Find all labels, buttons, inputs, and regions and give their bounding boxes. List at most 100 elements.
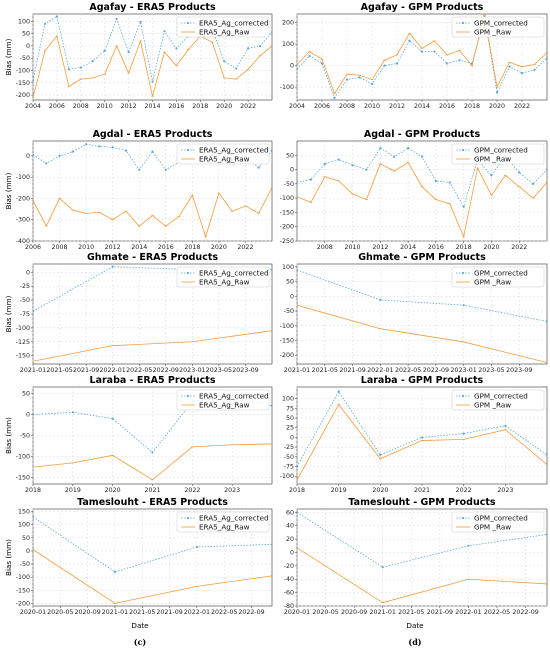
- data-point: [297, 511, 299, 514]
- x-tick-label: 2021-01: [370, 609, 396, 616]
- chart-title: Laraba - GPM Products: [361, 375, 484, 386]
- x-tick-label: 2023-05: [478, 367, 504, 374]
- x-tick-label: 2022-01: [455, 609, 481, 616]
- data-point: [379, 147, 382, 150]
- data-point: [545, 453, 547, 456]
- caption-right: (d): [408, 637, 421, 647]
- data-point: [297, 465, 299, 468]
- data-point: [407, 147, 410, 150]
- data-point: [111, 146, 114, 149]
- y-tick-label: -50: [20, 433, 30, 440]
- x-tick-label: 2021-05: [312, 367, 338, 374]
- x-tick-label: 2008: [339, 103, 355, 110]
- data-point: [270, 268, 272, 271]
- x-tick-label: 2006: [25, 244, 41, 251]
- y-tick-label: 0: [26, 153, 30, 160]
- data-point: [85, 143, 88, 146]
- chart-title: Tameslouht - GPM Products: [348, 497, 496, 508]
- data-point: [139, 20, 142, 23]
- data-point: [490, 174, 493, 177]
- chart-title: Agdal - ERA5 Products: [93, 129, 213, 140]
- data-point: [151, 80, 154, 83]
- x-tick-label: 2006: [49, 103, 65, 110]
- data-point: [297, 268, 299, 271]
- x-tick-label: 2022-09: [153, 367, 179, 374]
- data-point: [504, 424, 507, 427]
- legend-marker: [186, 516, 190, 520]
- x-tick-label: 2021-05: [46, 367, 72, 374]
- chart-title: Tameslouht - ERA5 Products: [77, 497, 228, 508]
- x-tick-label: 2014: [400, 244, 416, 251]
- y-tick-label: -50: [284, 454, 294, 461]
- data-point: [532, 182, 535, 185]
- data-point: [370, 82, 374, 85]
- data-point: [297, 67, 299, 70]
- data-point: [337, 390, 340, 393]
- data-point: [320, 62, 324, 65]
- data-point: [381, 566, 384, 569]
- x-tick-label: 2022: [514, 103, 530, 110]
- x-tick-label: 2006: [314, 103, 330, 110]
- y-tick-label: 100: [282, 41, 294, 48]
- data-point: [308, 54, 311, 58]
- x-tick-label: 2018: [184, 244, 200, 251]
- legend-marker: [461, 271, 465, 275]
- y-tick-label: 0: [290, 434, 294, 441]
- data-point: [337, 158, 340, 161]
- legend-label: ERA5_Ag_Raw: [199, 278, 250, 287]
- data-point: [379, 453, 382, 456]
- x-tick-label: 2020-09: [341, 609, 367, 616]
- data-point: [164, 168, 167, 171]
- x-tick-label: 2014: [144, 103, 160, 110]
- legend-marker: [461, 394, 465, 398]
- x-tick-label: 2019: [331, 487, 347, 494]
- legend-box: [176, 511, 270, 533]
- x-tick-label: 2022-01: [367, 367, 393, 374]
- chart-title: Laraba - ERA5 Products: [90, 375, 216, 386]
- y-tick-label: 60: [286, 509, 294, 516]
- x-tick-label: 2008: [52, 244, 68, 251]
- data-point: [448, 181, 451, 184]
- legend-box: [451, 511, 545, 533]
- y-tick-label: 50: [22, 390, 30, 397]
- y-tick-label: 0: [290, 293, 294, 300]
- data-point: [270, 31, 272, 34]
- y-tick-label: -200: [16, 195, 30, 202]
- data-point: [223, 60, 226, 63]
- x-tick-label: 2023-01: [451, 367, 477, 374]
- series-line-era5-ag-raw: [33, 330, 272, 362]
- y-tick-label: -50: [20, 55, 30, 62]
- y-tick-label: 40: [286, 523, 294, 530]
- x-tick-label: 2021-05: [398, 609, 424, 616]
- x-tick-label: 2012: [121, 103, 137, 110]
- data-point: [235, 67, 238, 70]
- x-tick-label: 2020-05: [312, 609, 338, 616]
- y-tick-label: -125: [16, 339, 30, 346]
- legend-box: [176, 16, 270, 38]
- y-axis-label: Bias (mm): [4, 295, 13, 332]
- panel-agafay-gpm-products: Agafay - GPM Products 2004 2006 2008 2010 201…: [280, 2, 548, 110]
- x-tick-label: 2014: [414, 103, 430, 110]
- x-tick-label: 2023-09: [232, 367, 258, 374]
- series-group: [297, 390, 547, 481]
- series-line-gpm-corrected: [297, 269, 547, 322]
- y-tick-label: -300: [16, 217, 30, 224]
- legend-label: GPM_corrected: [474, 146, 528, 155]
- data-point: [270, 543, 272, 546]
- data-point: [462, 432, 465, 435]
- x-tick-label: 2021-09: [339, 367, 365, 374]
- x-tick-label: 2021-01: [20, 367, 46, 374]
- x-tick-label: 2022-05: [395, 367, 421, 374]
- legend-box: [451, 266, 545, 288]
- data-point: [458, 59, 461, 62]
- legend-label: GPM_corrected: [474, 19, 528, 28]
- chart-title: Agafay - GPM Products: [361, 2, 484, 13]
- x-tick-label: 2016: [168, 103, 184, 110]
- x-tick-label: 2010: [345, 244, 361, 251]
- data-point: [545, 56, 547, 60]
- legend-label: GPM _Raw: [474, 28, 511, 37]
- series-group: [297, 14, 547, 99]
- data-point: [445, 62, 449, 65]
